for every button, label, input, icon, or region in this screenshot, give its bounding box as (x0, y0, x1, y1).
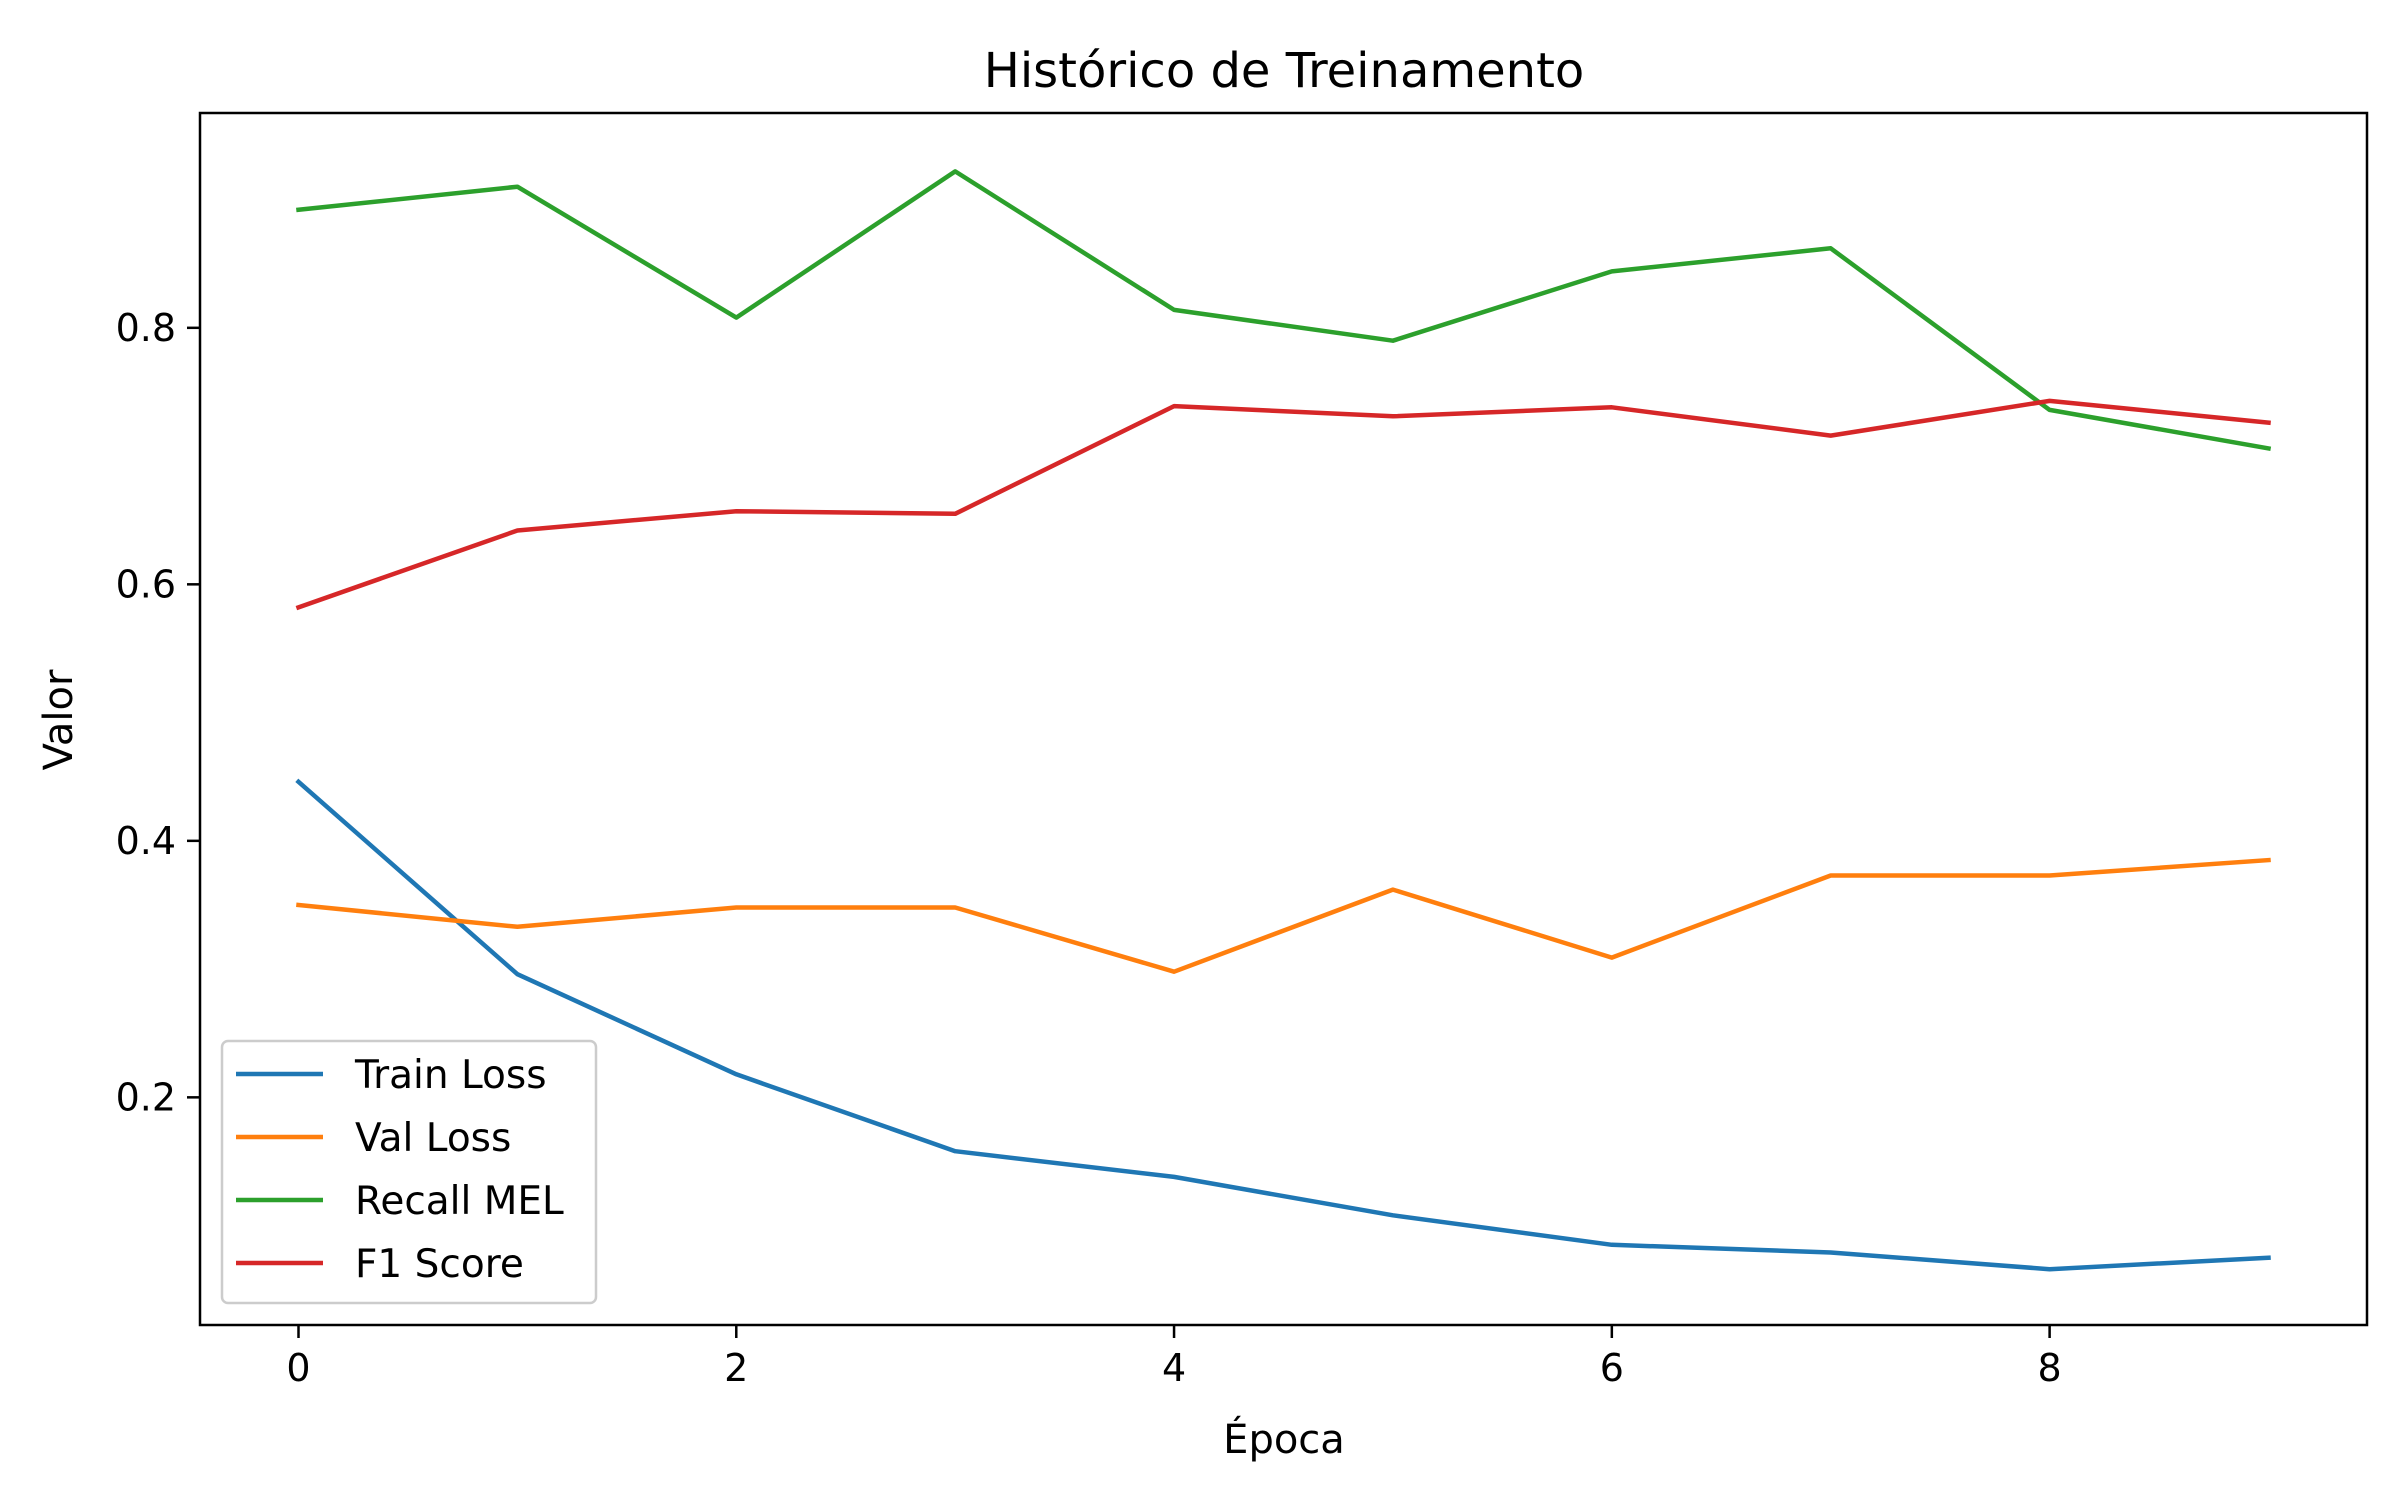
x-axis-label: Época (1223, 1415, 1345, 1463)
legend-label: Val Loss (355, 1116, 511, 1161)
plot-area: 0 2 4 6 8 0.2 0.4 0.6 0.8 Train Loss Val Loss Recal… (116, 111, 2369, 1390)
legend-label: F1 Score (355, 1242, 524, 1287)
chart-title: Histórico de Treinamento (984, 43, 1585, 99)
series-line-val-loss (296, 857, 2271, 974)
legend-box (220, 1039, 598, 1305)
x-tick-label: 2 (724, 1346, 748, 1390)
y-tick-label: 0.4 (116, 819, 176, 863)
y-tick-label: 0.8 (116, 306, 176, 350)
plot-frame (198, 111, 2369, 1327)
x-tick-label: 6 (1600, 1346, 1624, 1390)
x-tick-label: 8 (2038, 1346, 2062, 1390)
series-line-train-loss (295, 778, 2271, 1272)
y-axis-label: Valor (36, 669, 82, 770)
y-tick-label: 0.6 (116, 562, 176, 606)
series-line-f1-score (295, 398, 2271, 611)
x-tick-label: 4 (1162, 1346, 1186, 1390)
legend-label: Recall MEL (355, 1179, 564, 1224)
legend-label: Train Loss (354, 1053, 547, 1098)
y-tick-label: 0.2 (116, 1075, 176, 1119)
x-tick-label: 0 (286, 1346, 310, 1390)
series-line-recall-mel (296, 169, 2272, 452)
